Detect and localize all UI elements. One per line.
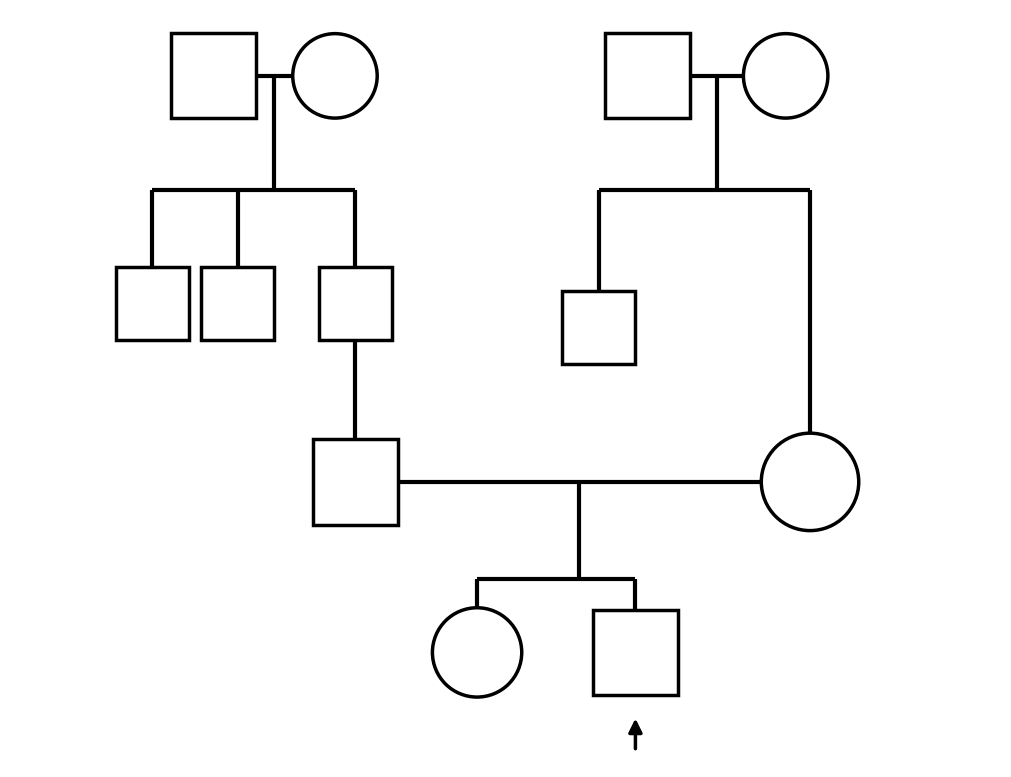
Bar xyxy=(605,33,691,119)
Bar xyxy=(592,610,678,695)
Bar xyxy=(562,291,636,364)
Bar xyxy=(171,33,256,119)
Bar xyxy=(318,267,392,340)
Circle shape xyxy=(433,608,522,697)
Circle shape xyxy=(293,33,377,118)
Bar xyxy=(115,267,189,340)
Bar xyxy=(312,439,398,524)
Bar xyxy=(201,267,274,340)
Circle shape xyxy=(761,433,858,531)
Circle shape xyxy=(743,33,828,118)
